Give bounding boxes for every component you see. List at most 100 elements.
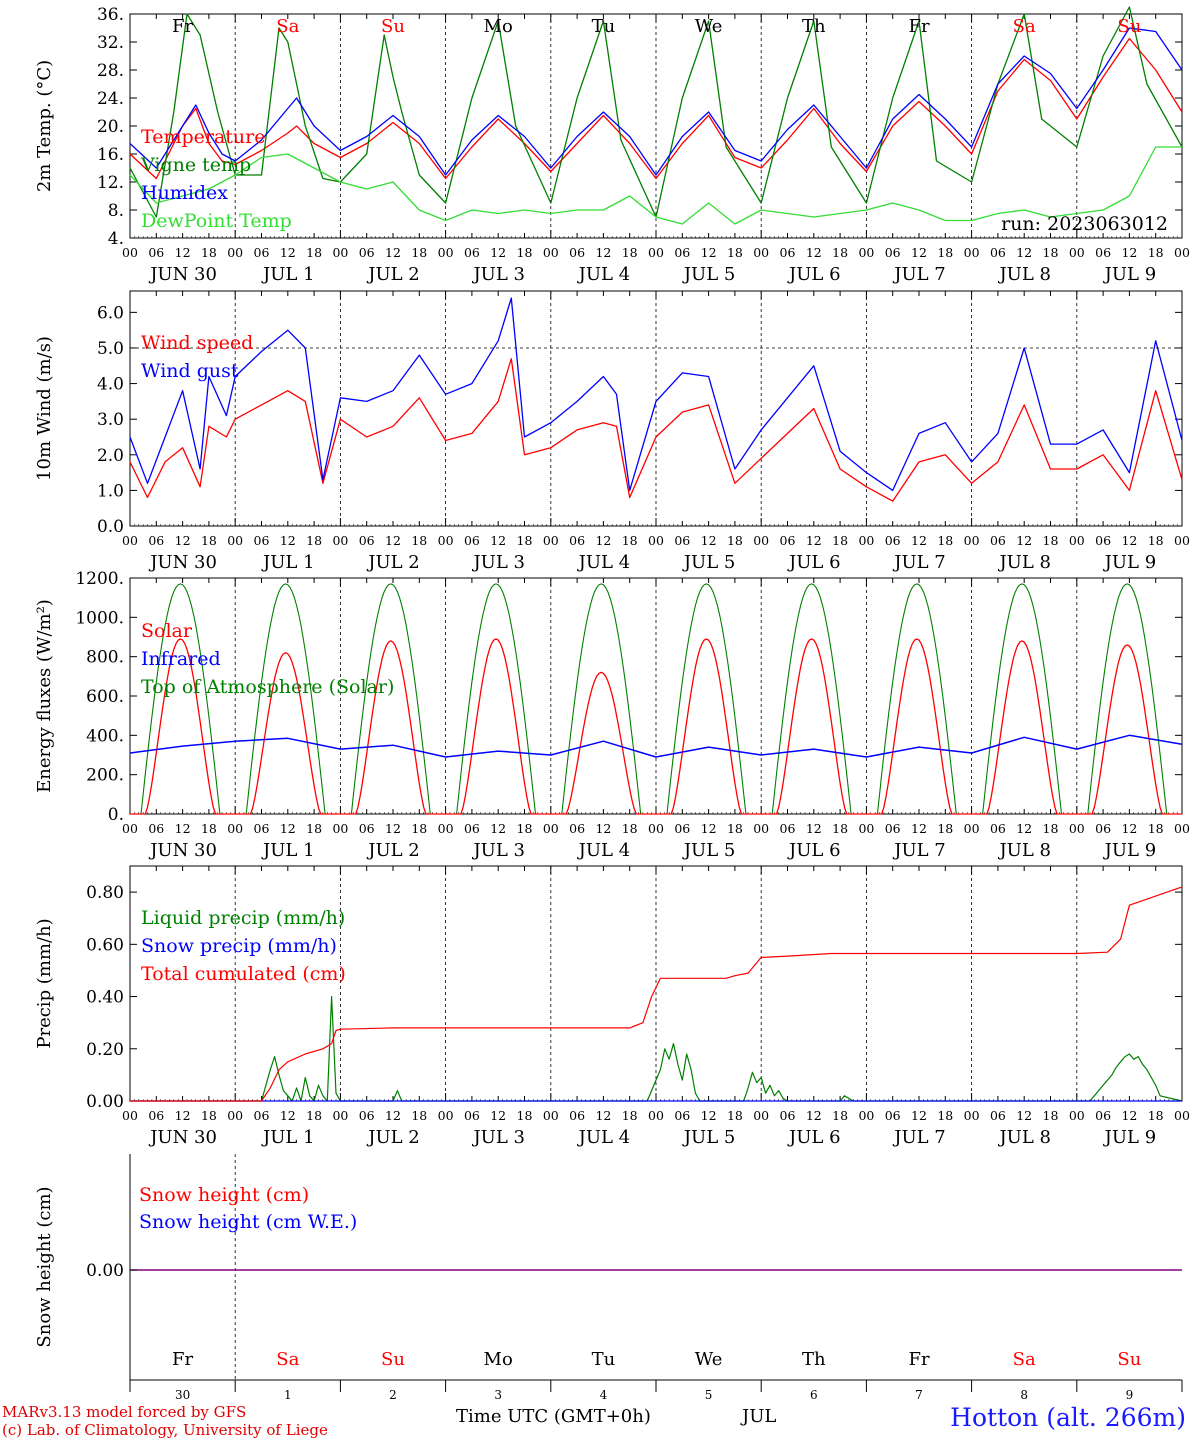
hour-tick-label: 12 — [175, 245, 191, 260]
hour-tick-label: 18 — [622, 533, 638, 548]
hour-tick-label: 06 — [990, 821, 1006, 836]
date-label: JUL 7 — [892, 1127, 946, 1148]
hour-tick-label: 18 — [411, 821, 427, 836]
hour-tick-label: 18 — [832, 533, 848, 548]
y-tick-label: 0.0 — [97, 517, 124, 537]
hour-tick-label: 06 — [359, 533, 375, 548]
date-label: JUL 8 — [997, 264, 1051, 285]
weekday-label: We — [695, 16, 723, 37]
hour-tick-label: 00 — [648, 533, 664, 548]
weekday-label: Su — [381, 1349, 405, 1370]
date-label: JUL 9 — [1103, 552, 1157, 573]
hour-tick-label: 00 — [122, 533, 138, 548]
date-label: JUL 6 — [787, 1127, 841, 1148]
hour-tick-label: 00 — [1069, 533, 1085, 548]
hour-tick-label: 06 — [148, 533, 164, 548]
hour-tick-label: 18 — [1148, 821, 1164, 836]
hour-tick-label: 00 — [1174, 1108, 1190, 1123]
hour-tick-label: 12 — [1121, 533, 1137, 548]
hour-tick-label: 12 — [911, 1108, 927, 1123]
hour-tick-label: 00 — [438, 1108, 454, 1123]
weekday-label: Su — [1117, 16, 1141, 37]
time-axis-label: Time UTC (GMT+0h) — [456, 1406, 651, 1427]
legend-entry: Top of Atmosphere (Solar) — [141, 676, 394, 698]
weekday-label: Mo — [484, 16, 513, 37]
legend-entry: Wind speed — [141, 332, 253, 354]
hour-tick-label: 12 — [911, 821, 927, 836]
legend-entry: Snow precip (mm/h) — [141, 935, 337, 957]
hour-tick-label: 18 — [622, 821, 638, 836]
hour-tick-label: 18 — [727, 533, 743, 548]
hour-tick-label: 00 — [543, 533, 559, 548]
hour-tick-label: 06 — [1095, 245, 1111, 260]
date-label: JUL 6 — [787, 264, 841, 285]
hour-tick-label: 00 — [648, 821, 664, 836]
series-line — [130, 995, 1183, 1102]
y-tick-label: 16. — [97, 145, 124, 165]
hour-tick-label: 12 — [280, 533, 296, 548]
hour-tick-label: 06 — [148, 821, 164, 836]
legend-entry: Total cumulated (cm) — [141, 963, 346, 985]
hour-tick-label: 06 — [674, 821, 690, 836]
hour-tick-label: 12 — [175, 533, 191, 548]
hour-tick-label: 12 — [595, 533, 611, 548]
y-tick-label: 24. — [97, 89, 124, 109]
hour-tick-label: 12 — [911, 245, 927, 260]
hour-tick-label: 18 — [306, 245, 322, 260]
hour-tick-label: 06 — [569, 533, 585, 548]
date-label: JUL 3 — [471, 552, 525, 573]
series-line — [129, 358, 1183, 502]
hour-tick-label: 06 — [990, 1108, 1006, 1123]
hour-tick-label: 00 — [858, 533, 874, 548]
weekday-label: Tu — [592, 1349, 616, 1370]
weekday-label: Fr — [172, 1349, 193, 1370]
y-tick-label: 0.00 — [86, 1092, 124, 1112]
y-tick-label: 12. — [97, 173, 124, 193]
hour-tick-label: 18 — [306, 821, 322, 836]
hour-tick-label: 06 — [148, 245, 164, 260]
y-tick-label: 20. — [97, 117, 124, 137]
hour-tick-label: 18 — [937, 821, 953, 836]
hour-tick-label: 12 — [701, 821, 717, 836]
date-label: JUL 2 — [366, 264, 420, 285]
hour-tick-label: 18 — [517, 1108, 533, 1123]
date-label: JUL 5 — [682, 552, 736, 573]
hour-tick-label: 06 — [254, 533, 270, 548]
hour-tick-label: 00 — [753, 533, 769, 548]
hour-tick-label: 18 — [1043, 821, 1059, 836]
hour-tick-label: 18 — [937, 1108, 953, 1123]
hour-tick-label: 06 — [780, 533, 796, 548]
date-label: JUL 4 — [577, 1127, 631, 1148]
y-tick-label: 0. — [108, 805, 124, 825]
hour-tick-label: 00 — [543, 245, 559, 260]
hour-tick-label: 00 — [1069, 1108, 1085, 1123]
hour-tick-label: 06 — [885, 1108, 901, 1123]
series-line — [130, 886, 1183, 1102]
legend-entry: Vigne temp — [140, 154, 251, 176]
date-label: JUL 2 — [366, 840, 420, 861]
hour-tick-label: 00 — [858, 821, 874, 836]
day-number-label: 1 — [284, 1388, 292, 1402]
station-label: Hotton (alt. 266m) — [950, 1403, 1186, 1432]
hour-tick-label: 00 — [122, 821, 138, 836]
legend-entry: DewPoint Temp — [141, 210, 292, 232]
hour-tick-label: 18 — [622, 1108, 638, 1123]
hour-tick-label: 06 — [674, 533, 690, 548]
weekday-label: Fr — [908, 1349, 929, 1370]
hour-tick-label: 12 — [385, 533, 401, 548]
series-line — [129, 297, 1183, 492]
hour-tick-label: 06 — [464, 533, 480, 548]
hour-tick-label: 06 — [569, 1108, 585, 1123]
date-label: JUL 6 — [787, 552, 841, 573]
hour-tick-label: 12 — [806, 1108, 822, 1123]
date-label: JUN 30 — [148, 1127, 217, 1148]
hour-tick-label: 18 — [622, 245, 638, 260]
hour-tick-label: 12 — [385, 245, 401, 260]
date-label: JUL 7 — [892, 264, 946, 285]
weekday-label: Mo — [484, 1349, 513, 1370]
date-label: JUL 8 — [997, 1127, 1051, 1148]
hour-tick-label: 12 — [175, 821, 191, 836]
hour-tick-label: 12 — [490, 245, 506, 260]
hour-tick-label: 18 — [1148, 533, 1164, 548]
hour-tick-label: 00 — [227, 821, 243, 836]
